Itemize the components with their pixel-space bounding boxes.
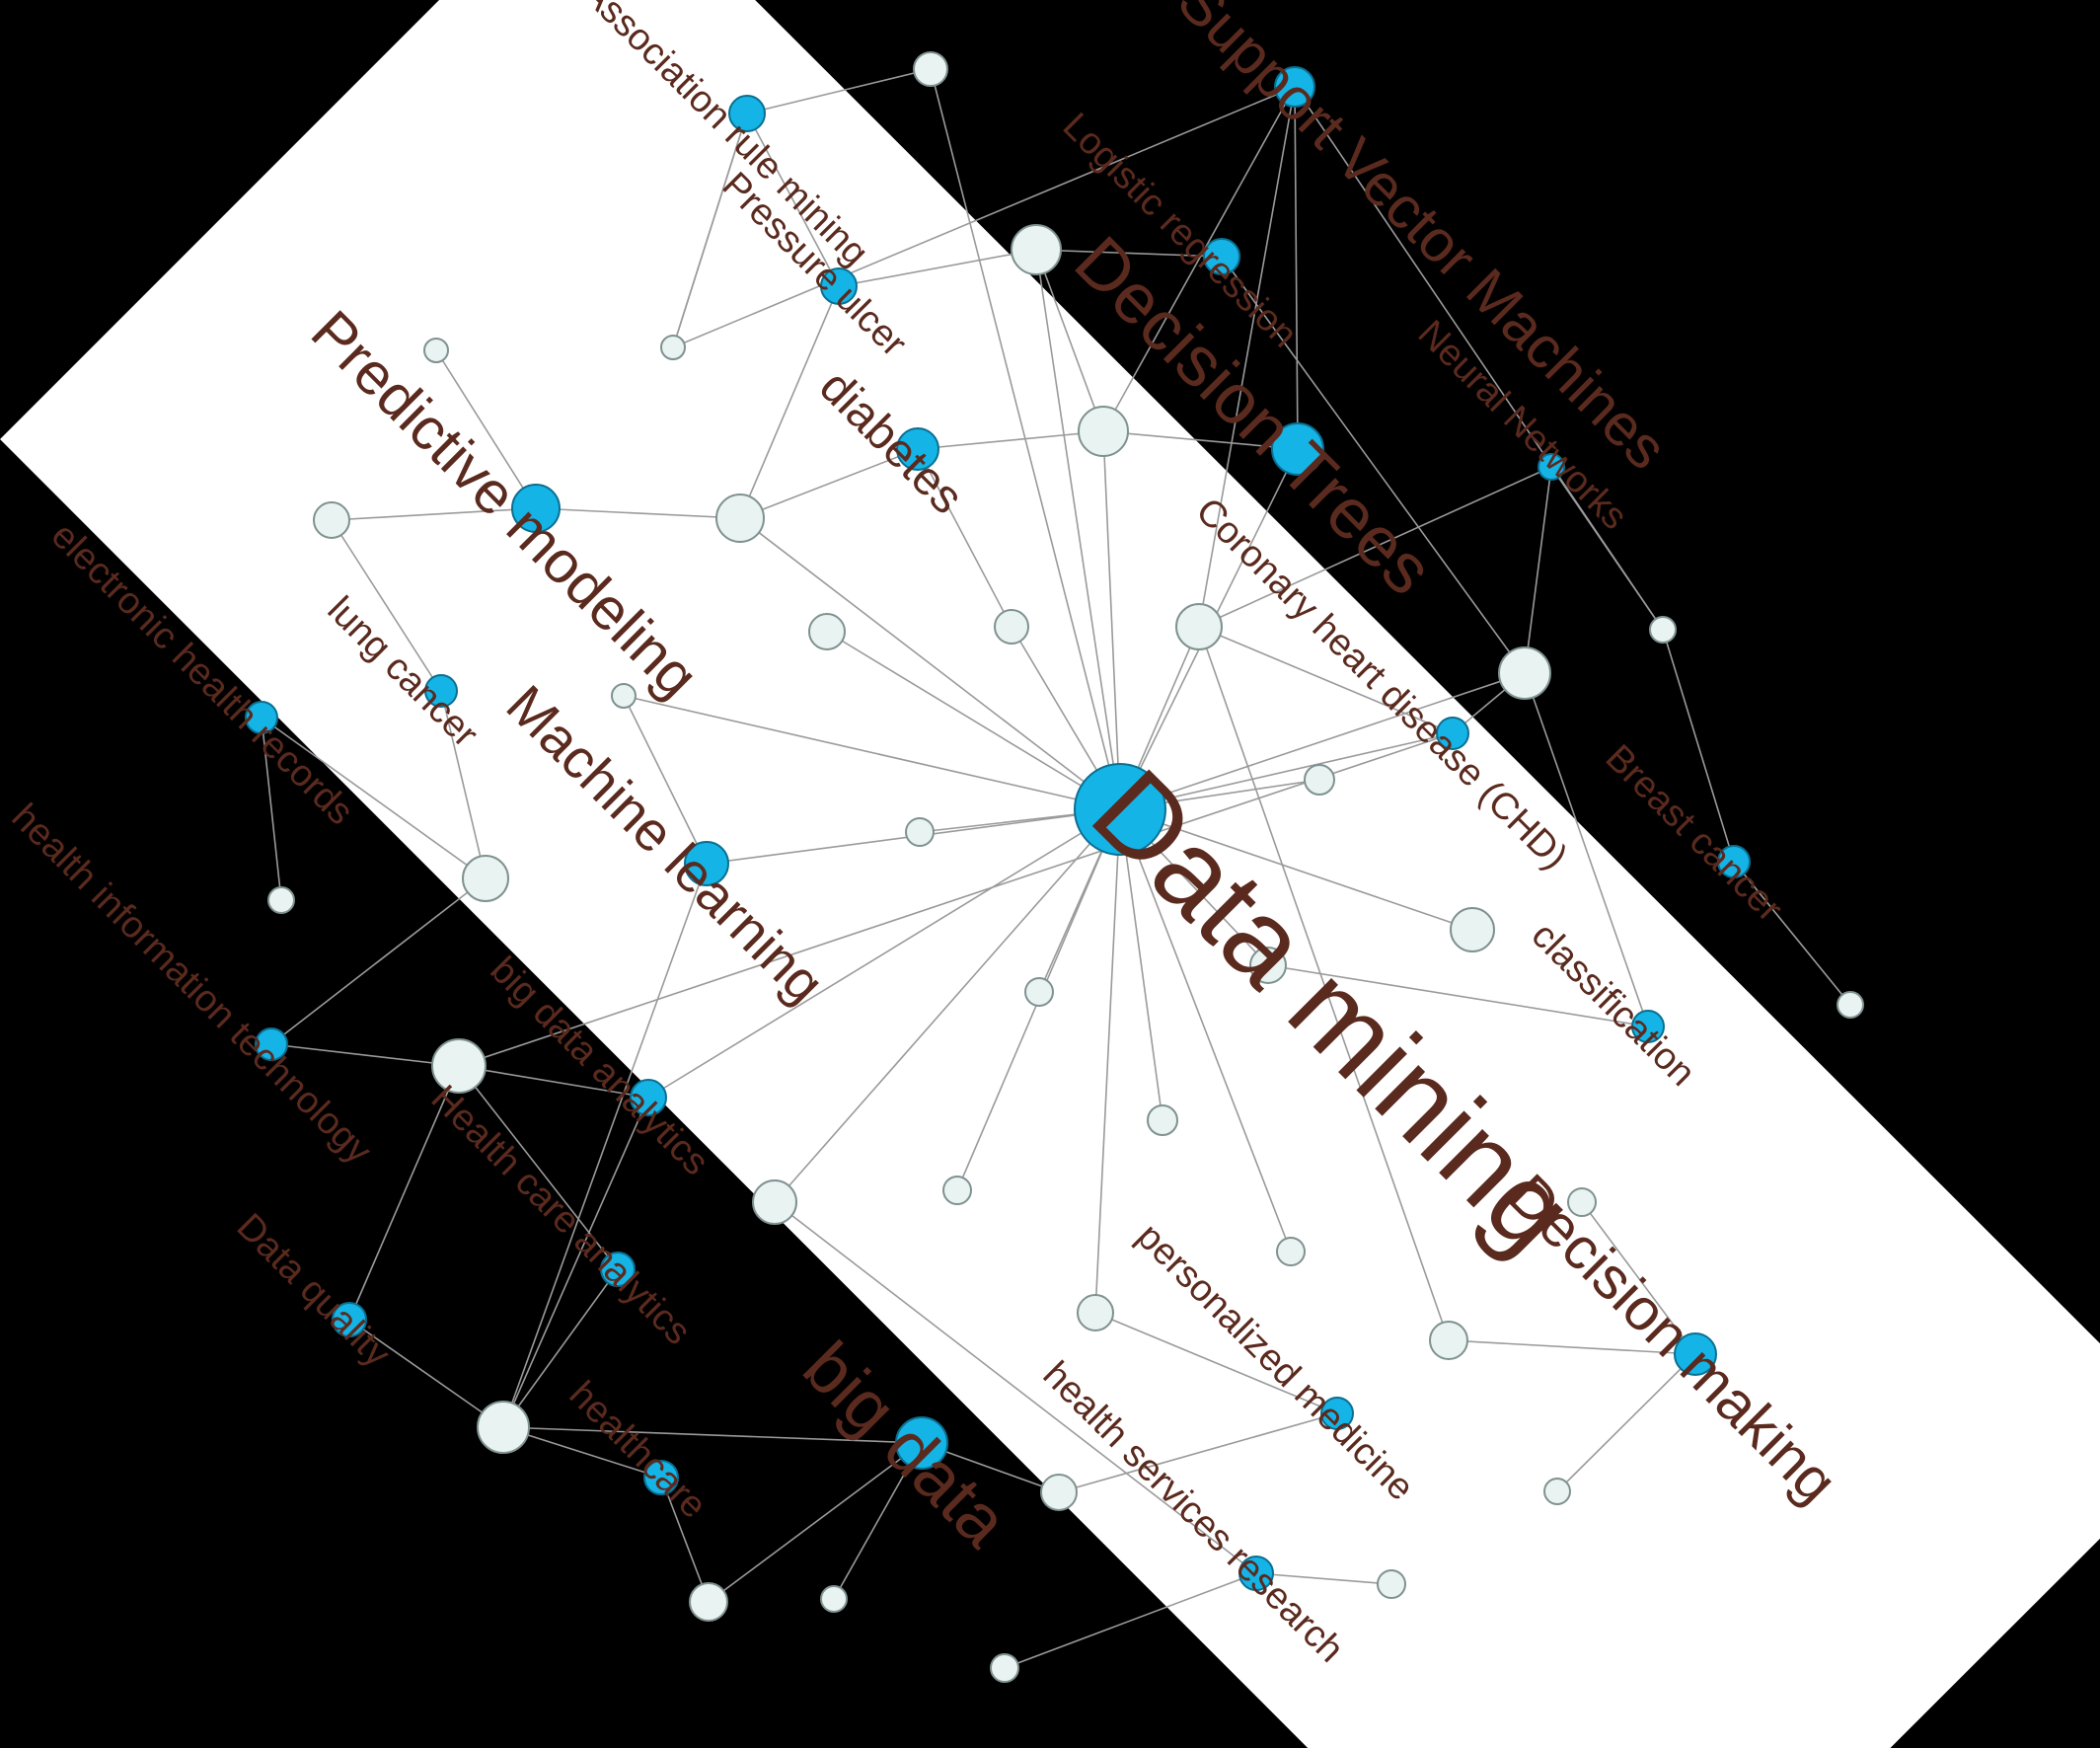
connector-node-24 bbox=[1277, 1238, 1305, 1265]
connector-node-5 bbox=[716, 494, 764, 542]
connector-node-18 bbox=[1025, 978, 1053, 1006]
connector-node-25 bbox=[1078, 1295, 1113, 1330]
keyword-label-20: Data quality bbox=[229, 1206, 399, 1376]
connector-node-1 bbox=[661, 336, 685, 359]
connector-node-29 bbox=[1041, 1475, 1077, 1510]
keyword-label-18: health information technology bbox=[4, 797, 380, 1173]
connector-node-6 bbox=[314, 502, 349, 538]
connector-node-31 bbox=[1838, 992, 1863, 1018]
connector-node-13 bbox=[906, 818, 934, 846]
connector-node-3 bbox=[1012, 225, 1061, 274]
edge-k18-h15 bbox=[271, 878, 486, 1044]
connector-node-21 bbox=[1148, 1105, 1177, 1135]
edge-k11-h11 bbox=[1525, 467, 1551, 673]
connector-node-15 bbox=[463, 856, 508, 901]
connector-node-14 bbox=[1650, 617, 1676, 643]
connector-node-2 bbox=[424, 339, 448, 362]
connector-node-19 bbox=[1451, 908, 1494, 951]
connector-node-30 bbox=[1544, 1479, 1570, 1504]
connector-node-7 bbox=[612, 684, 636, 708]
connector-node-27 bbox=[1430, 1322, 1467, 1359]
connector-node-32 bbox=[1378, 1570, 1405, 1598]
connector-node-12 bbox=[1305, 765, 1334, 795]
connector-node-28 bbox=[478, 1402, 529, 1453]
connector-node-0 bbox=[914, 52, 947, 86]
connector-node-16 bbox=[268, 887, 294, 913]
connector-node-33 bbox=[821, 1586, 847, 1612]
connector-node-11 bbox=[1499, 647, 1550, 699]
keyword-label-21: healthcare bbox=[562, 1374, 714, 1527]
connector-node-34 bbox=[690, 1583, 727, 1621]
connector-node-10 bbox=[1176, 604, 1222, 649]
connector-node-9 bbox=[995, 610, 1028, 644]
connector-node-22 bbox=[753, 1180, 796, 1224]
connector-node-8 bbox=[809, 614, 845, 649]
connector-node-23 bbox=[943, 1177, 971, 1204]
connector-node-35 bbox=[991, 1654, 1018, 1682]
connector-node-4 bbox=[1079, 407, 1128, 456]
